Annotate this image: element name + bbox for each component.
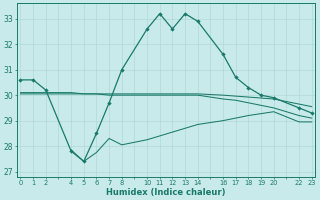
X-axis label: Humidex (Indice chaleur): Humidex (Indice chaleur)	[106, 188, 226, 197]
